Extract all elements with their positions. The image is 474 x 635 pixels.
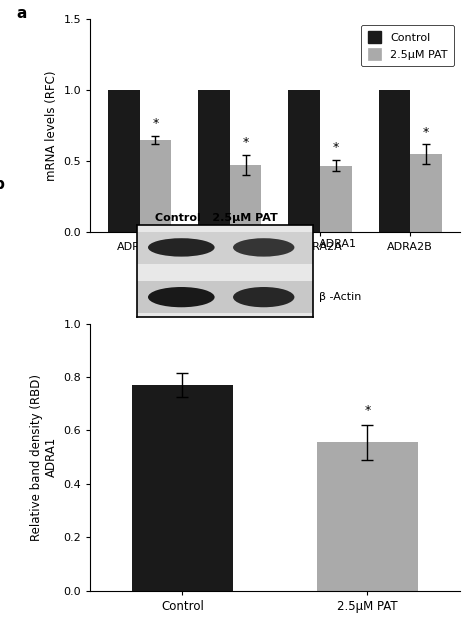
Text: *: * bbox=[333, 141, 339, 154]
Ellipse shape bbox=[233, 238, 294, 257]
Ellipse shape bbox=[233, 287, 294, 307]
Bar bbox=[379, 90, 410, 232]
Text: *: * bbox=[364, 404, 371, 417]
Bar bbox=[132, 385, 233, 591]
Bar bbox=[140, 140, 171, 232]
Text: ADRA1: ADRA1 bbox=[319, 239, 356, 249]
Bar bbox=[137, 281, 313, 313]
Bar bbox=[137, 232, 313, 264]
Text: β -Actin: β -Actin bbox=[319, 292, 361, 302]
Bar bbox=[198, 90, 230, 232]
Text: b: b bbox=[0, 177, 5, 192]
Y-axis label: mRNA levels (RFC): mRNA levels (RFC) bbox=[45, 70, 58, 181]
Legend: Control, 2.5μM PAT: Control, 2.5μM PAT bbox=[361, 25, 454, 67]
Text: *: * bbox=[243, 137, 249, 149]
Bar bbox=[317, 443, 418, 591]
Bar bbox=[230, 165, 261, 232]
Y-axis label: Relative band density (RBD)
ADRA1: Relative band density (RBD) ADRA1 bbox=[30, 373, 58, 540]
Text: *: * bbox=[152, 117, 159, 130]
Bar bbox=[410, 154, 442, 232]
Text: Control   2.5μM PAT: Control 2.5μM PAT bbox=[155, 213, 278, 224]
Bar bbox=[320, 166, 352, 232]
Ellipse shape bbox=[148, 238, 215, 257]
Ellipse shape bbox=[148, 287, 215, 307]
Text: a: a bbox=[16, 6, 27, 21]
Bar bbox=[289, 90, 320, 232]
Bar bbox=[108, 90, 140, 232]
Text: *: * bbox=[423, 126, 429, 138]
